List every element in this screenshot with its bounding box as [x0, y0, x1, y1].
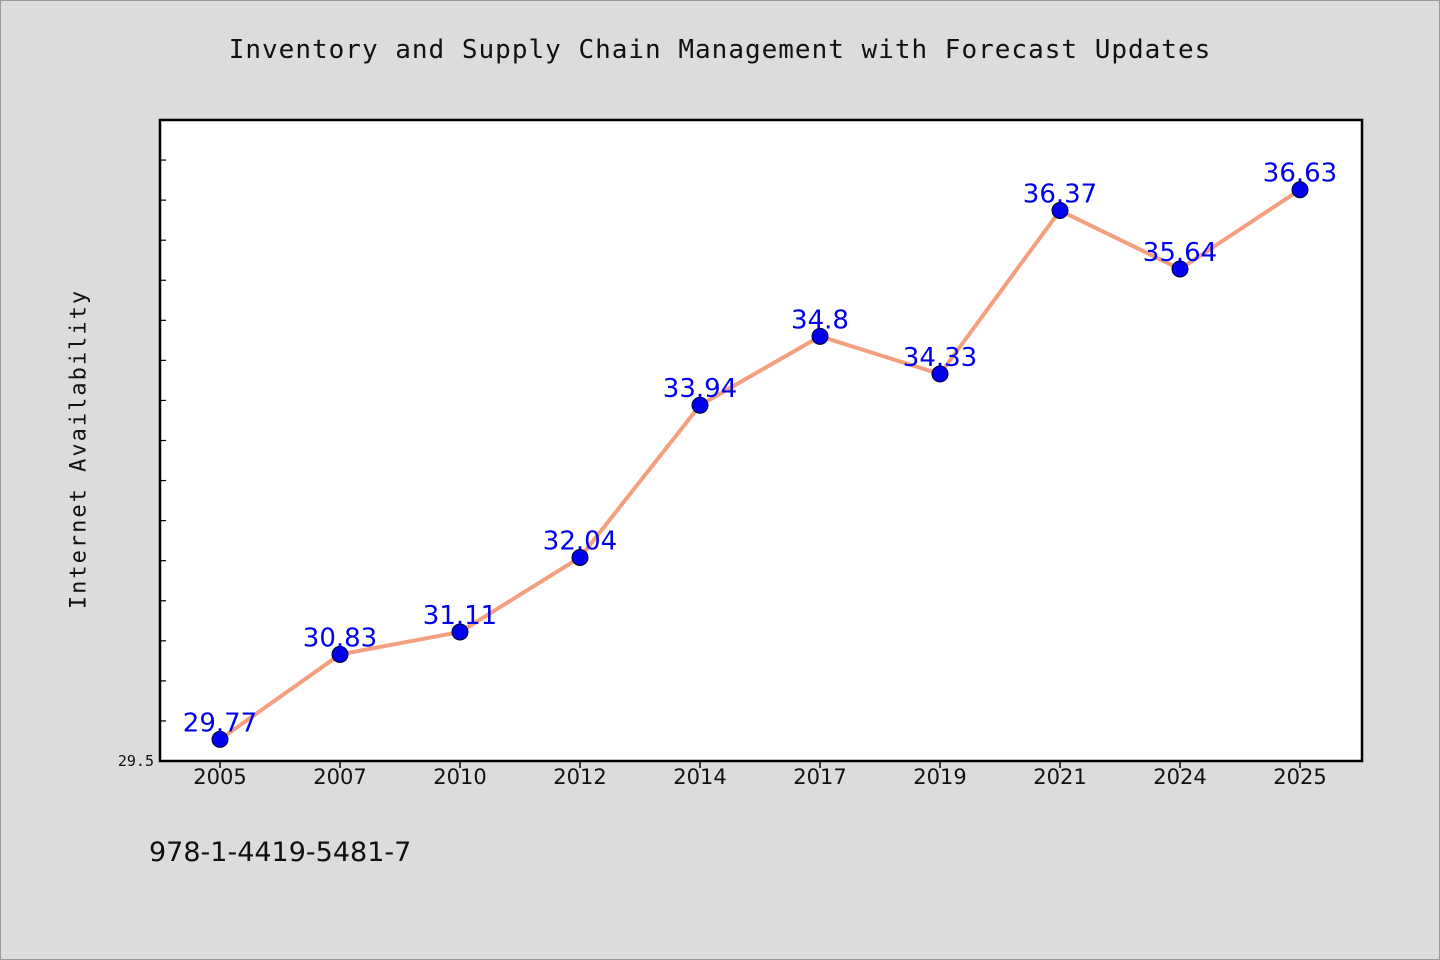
x-tick-label: 2021: [1033, 765, 1086, 789]
data-label: 36.63: [1263, 159, 1337, 189]
data-label: 30.83: [303, 623, 377, 653]
data-label: 29.77: [183, 708, 257, 738]
data-point: [931, 365, 949, 383]
data-point: [1171, 260, 1189, 278]
footer-code: 978-1-4419-5481-7: [149, 837, 412, 868]
x-tick-label: 2010: [433, 765, 486, 789]
data-point: [811, 327, 829, 345]
data-point: [1051, 202, 1069, 220]
x-tick-label: 2024: [1153, 765, 1206, 789]
x-tick-label: 2019: [913, 765, 966, 789]
data-point: [211, 730, 229, 748]
y-tick-label: 29.5: [118, 752, 154, 770]
x-tick-label: 2012: [553, 765, 606, 789]
data-label: 35.64: [1143, 238, 1217, 268]
data-label: 34.8: [791, 305, 849, 335]
series-line: [218, 188, 1302, 741]
data-point: [331, 645, 349, 663]
data-label: 34.33: [903, 343, 977, 373]
x-tick-label: 2005: [193, 765, 246, 789]
x-tick-label: 2025: [1273, 765, 1326, 789]
data-label: 36.37: [1023, 180, 1097, 210]
data-point: [1291, 181, 1309, 199]
data-point: [691, 396, 709, 414]
x-tick-label: 2007: [313, 765, 366, 789]
data-label: 32.04: [543, 526, 617, 556]
chart-title: Inventory and Supply Chain Management wi…: [228, 35, 1212, 65]
data-label: 33.94: [663, 374, 737, 404]
data-label: 31.11: [423, 601, 497, 631]
plot-frame: [158, 118, 1364, 763]
x-tick-label: 2014: [673, 765, 726, 789]
data-point: [571, 548, 589, 566]
x-tick-label: 2017: [793, 765, 846, 789]
data-point: [451, 623, 469, 641]
